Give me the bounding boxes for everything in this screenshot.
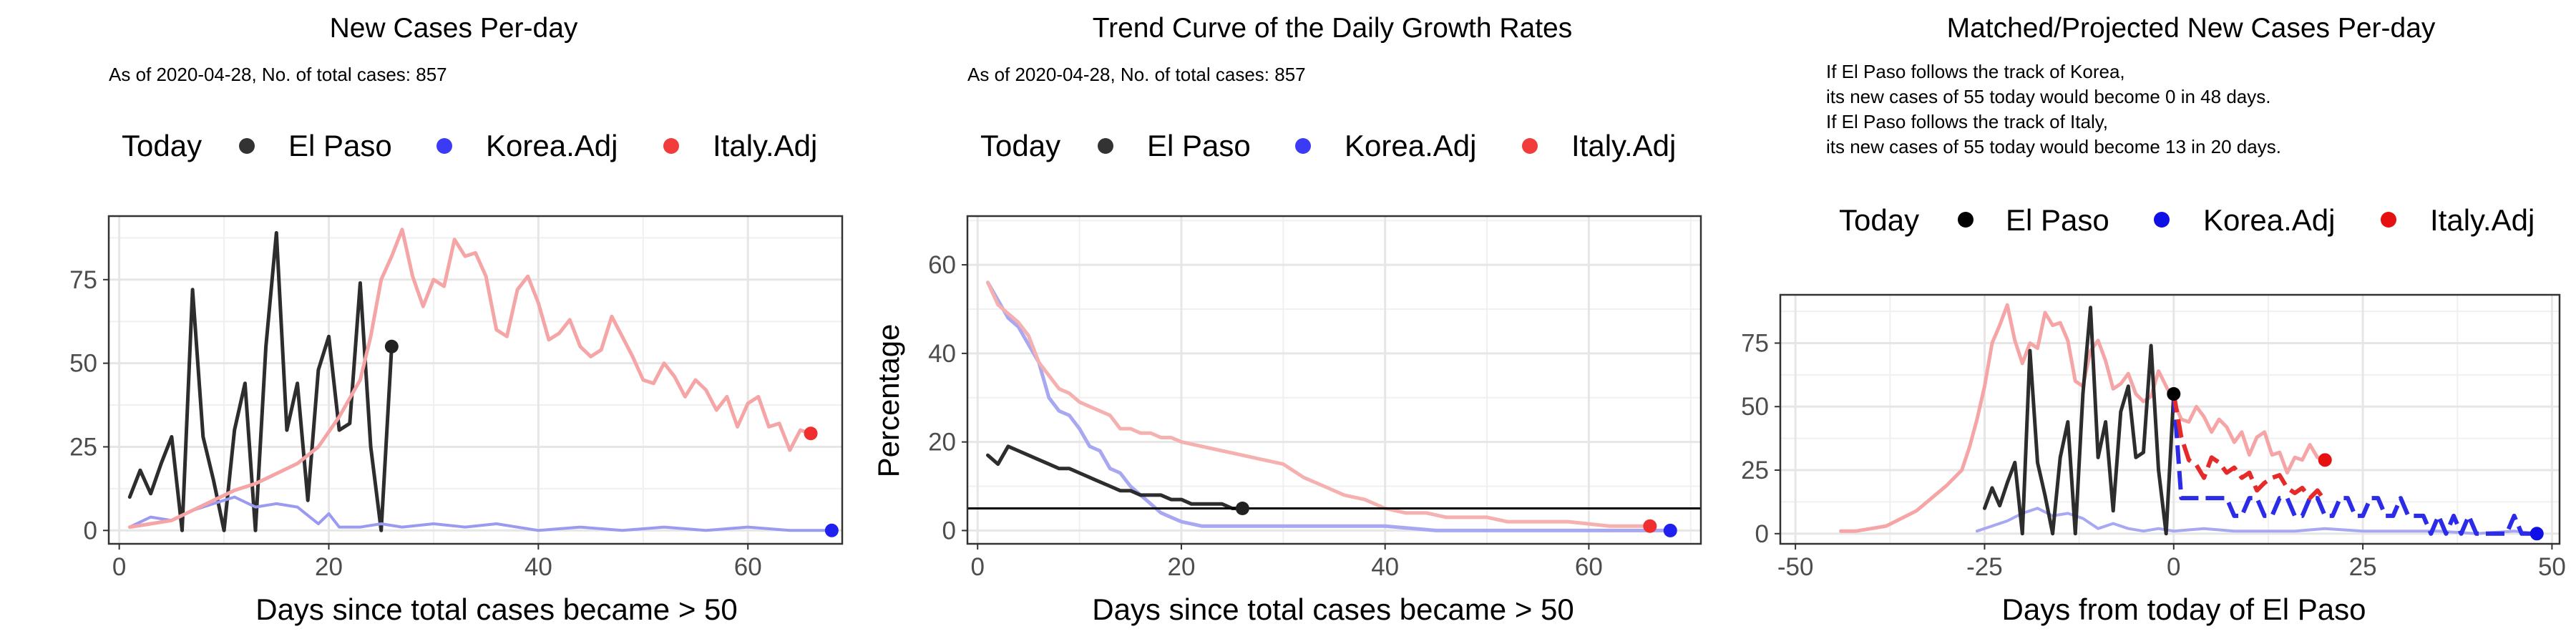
- x-tick-label: -25: [1966, 553, 2003, 581]
- y-tick-label: 75: [69, 266, 97, 294]
- legend-label-italy: Italy.Adj: [1571, 129, 1676, 162]
- x-tick-label: 0: [112, 553, 126, 581]
- x-tick-label: 50: [2538, 553, 2566, 581]
- panel-subtitle-line-4: its new cases of 55 today would become 1…: [1826, 136, 2281, 157]
- x-tick-label: -50: [1777, 553, 1814, 581]
- x-tick-label: 60: [734, 553, 762, 581]
- x-tick-label: 40: [1371, 553, 1399, 581]
- x-axis-label: Days since total cases became > 50: [255, 592, 738, 626]
- legend-marker-italy: [1522, 138, 1538, 154]
- panel-title: New Cases Per-day: [330, 13, 578, 44]
- series-line-italy-adj: [1839, 303, 2327, 533]
- x-tick-label: 20: [1167, 553, 1195, 581]
- endpoint-marker-el-paso: [384, 339, 399, 353]
- plot-border: [107, 215, 844, 545]
- legend-marker-el-paso: [1958, 212, 1974, 228]
- panel-projected-cases: Matched/Projected New Cases Per-day If E…: [1741, 13, 2566, 626]
- legend-title: Today: [1839, 203, 1919, 237]
- legend-label-el-paso: El Paso: [288, 129, 392, 162]
- endpoint-marker-korea-adj: [824, 523, 839, 537]
- series-line-korea-adj: [986, 280, 1672, 532]
- endpoint-marker-italy-adj: [1643, 519, 1657, 533]
- plot-background: [109, 216, 842, 544]
- legend-marker-italy: [2381, 212, 2396, 228]
- legend-label-korea: Korea.Adj: [1345, 129, 1476, 162]
- x-tick-label: 40: [525, 553, 552, 581]
- plot-area: 0 20 40 60 0 25 50 75: [69, 215, 844, 581]
- legend: Today El Paso Korea.Adj Italy.Adj: [1839, 203, 2534, 237]
- x-tick-label: 0: [971, 553, 985, 581]
- x-axis-label: Days since total cases became > 50: [1092, 592, 1574, 626]
- series-line-italy-adj-projection: [2171, 393, 2327, 502]
- legend-title: Today: [980, 129, 1060, 162]
- endpoint-marker-korea-adj: [1663, 523, 1677, 537]
- legend-label-korea: Korea.Adj: [486, 129, 618, 162]
- series-line-italy-adj: [127, 228, 813, 530]
- legend-label-el-paso: El Paso: [1147, 129, 1251, 162]
- panel-subtitle-line-1: If El Paso follows the track of Korea,: [1826, 61, 2125, 82]
- y-tick-label: 0: [1755, 520, 1769, 548]
- y-tick-label: 25: [69, 433, 97, 461]
- series-line-el-paso: [1983, 306, 2176, 536]
- series-line-italy-adj: [986, 280, 1652, 528]
- legend: Today El Paso Korea.Adj Italy.Adj: [980, 129, 1676, 162]
- series-line-el-paso: [127, 230, 394, 532]
- legend: Today El Paso Korea.Adj Italy.Adj: [122, 129, 817, 162]
- legend-marker-el-paso: [1098, 138, 1113, 154]
- legend-marker-korea: [2154, 212, 2170, 228]
- panel-subtitle: As of 2020-04-28, No. of total cases: 85…: [109, 64, 447, 85]
- legend-label-italy: Italy.Adj: [713, 129, 817, 162]
- plot-area: -50 -25 0 25 50 0 25 50 75: [1741, 293, 2566, 581]
- endpoint-marker-korea-adj-projection: [2529, 527, 2544, 541]
- panel-subtitle-line-2: its new cases of 55 today would become 0…: [1826, 86, 2270, 107]
- endpoint-marker-italy-adj-end: [2318, 453, 2332, 467]
- panel-title: Matched/Projected New Cases Per-day: [1947, 13, 2436, 44]
- x-tick-label: 60: [1575, 553, 1603, 581]
- legend-marker-korea: [1295, 138, 1311, 154]
- series-line-korea-adj: [1975, 507, 2539, 535]
- endpoint-marker-el-paso: [1235, 501, 1249, 515]
- y-tick-label: 25: [1741, 457, 1769, 484]
- x-axis-label: Days from today of El Paso: [2002, 592, 2366, 626]
- legend-marker-italy: [663, 138, 679, 154]
- y-tick-label: 60: [928, 251, 956, 279]
- y-tick-label: 50: [1741, 393, 1769, 421]
- series-line-korea-adj-projection: [2171, 394, 2537, 536]
- endpoint-marker-el-paso-today: [2167, 386, 2181, 401]
- x-tick-label: 20: [315, 553, 343, 581]
- x-tick-label: 0: [2167, 553, 2180, 581]
- endpoint-marker-italy-adj: [804, 426, 818, 441]
- legend-title: Today: [122, 129, 202, 162]
- series-line-el-paso: [986, 444, 1244, 510]
- panel-new-cases: New Cases Per-day As of 2020-04-28, No. …: [69, 13, 844, 626]
- y-tick-label: 20: [928, 429, 956, 457]
- y-tick-label: 75: [1741, 329, 1769, 357]
- plot-area: 0 20 40 60 0 20 40 60: [928, 215, 1702, 581]
- panel-subtitle-line-3: If El Paso follows the track of Italy,: [1826, 111, 2108, 132]
- legend-marker-el-paso: [239, 138, 255, 154]
- x-tick-label: 25: [2349, 553, 2377, 581]
- panel-title: Trend Curve of the Daily Growth Rates: [1093, 13, 1572, 44]
- panel-subtitle: As of 2020-04-28, No. of total cases: 85…: [967, 64, 1306, 85]
- plot-border: [966, 215, 1702, 545]
- legend-marker-korea: [436, 138, 452, 154]
- plot-background: [1780, 295, 2560, 544]
- legend-label-el-paso: El Paso: [2006, 203, 2109, 237]
- y-tick-label: 0: [942, 517, 956, 545]
- plot-border: [1779, 293, 2561, 545]
- legend-label-korea: Korea.Adj: [2203, 203, 2335, 237]
- y-tick-label: 0: [84, 517, 97, 545]
- panel-growth-rates: Trend Curve of the Daily Growth Rates As…: [872, 13, 1702, 626]
- series-line-korea-adj: [128, 495, 834, 532]
- legend-label-italy: Italy.Adj: [2430, 203, 2534, 237]
- y-axis-label: Percentage: [872, 324, 905, 478]
- y-tick-label: 50: [69, 350, 97, 378]
- y-tick-label: 40: [928, 340, 956, 368]
